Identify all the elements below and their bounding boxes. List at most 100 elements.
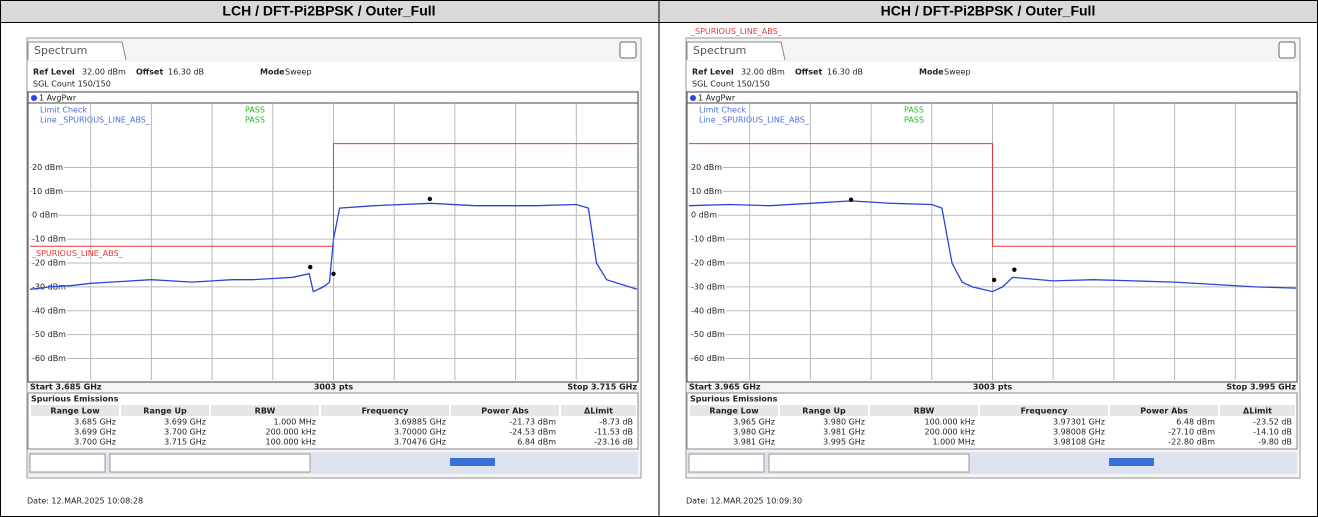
cell: 3.715 GHz <box>164 438 206 447</box>
trace <box>688 200 1297 293</box>
cell: -22.80 dBm <box>1168 438 1215 447</box>
y-tick-label: -10 dBm <box>32 235 66 244</box>
ref-level-label: Ref Level <box>33 68 75 77</box>
line-result: PASS <box>904 116 924 125</box>
cell: 3.965 GHz <box>733 418 775 427</box>
progress <box>1109 458 1154 466</box>
offset-label: Offset <box>795 68 822 77</box>
y-tick-label: 10 dBm <box>32 187 63 196</box>
pts: 3003 pts <box>314 383 354 392</box>
cell: -23.16 dB <box>594 438 633 447</box>
trace <box>29 202 638 293</box>
cell: 3.700 GHz <box>164 428 206 437</box>
cell: 3.70000 GHz <box>394 428 446 437</box>
stop: Stop 3.995 GHz <box>1226 383 1296 392</box>
cell: 3.981 GHz <box>733 438 775 447</box>
column-header-bg <box>690 405 778 416</box>
trace-label: 1 AvgPwr <box>39 94 77 103</box>
cell: 1.000 MHz <box>932 438 975 447</box>
cell: -8.73 dB <box>599 418 633 427</box>
column-header: Range Low <box>50 407 100 416</box>
ref-level: 32.00 dBm <box>741 68 785 77</box>
sgl-count: SGL Count 150/150 <box>692 80 770 89</box>
column-header-bg <box>451 405 559 416</box>
line-result: PASS <box>245 116 265 125</box>
cell: 3.98008 GHz <box>1053 428 1105 437</box>
panel-header: HCH / DFT-Pi2BPSK / Outer_Full <box>881 3 1096 19</box>
y-tick-label: -30 dBm <box>691 282 725 291</box>
cell: 3.981 GHz <box>823 428 865 437</box>
column-header: Power Abs <box>481 407 529 416</box>
date: Date: 12.MAR.2025 10:08:28 <box>27 497 143 506</box>
cell: 200.000 kHz <box>266 428 316 437</box>
cell: -24.53 dBm <box>509 428 556 437</box>
cell: -11.53 dB <box>594 428 633 437</box>
panel-header: LCH / DFT-Pi2BPSK / Outer_Full <box>222 3 435 19</box>
cell: -14.10 dB <box>1253 428 1292 437</box>
column-header: Frequency <box>1021 407 1069 416</box>
menu-icon[interactable] <box>619 41 637 59</box>
ref-level: 32.00 dBm <box>82 68 126 77</box>
cell: -27.10 dBm <box>1168 428 1215 437</box>
menu-icon[interactable] <box>1278 41 1296 59</box>
y-tick-label: 0 dBm <box>691 211 717 220</box>
y-tick-label: 20 dBm <box>32 163 63 172</box>
line-label: Line _SPURIOUS_LINE_ABS_ <box>699 116 810 125</box>
cell: 6.84 dBm <box>517 438 556 447</box>
start: Start 3.685 GHz <box>30 383 102 392</box>
column-header-bg <box>1110 405 1218 416</box>
cell: 100.000 kHz <box>266 438 316 447</box>
sgl-count: SGL Count 150/150 <box>33 80 111 89</box>
mode-label: Mode <box>260 68 285 77</box>
column-header: Range Up <box>143 407 187 416</box>
y-tick-label: -20 dBm <box>32 258 66 267</box>
column-header: RBW <box>914 407 935 416</box>
limit-name: _SPURIOUS_LINE_ABS_ <box>690 27 783 36</box>
cell: 200.000 kHz <box>925 428 975 437</box>
cell: -21.73 dBm <box>509 418 556 427</box>
column-header-bg <box>780 405 868 416</box>
cell: 3.98108 GHz <box>1053 438 1105 447</box>
status-box <box>768 453 970 473</box>
trace-dot <box>31 95 37 101</box>
cell: 6.48 dBm <box>1176 418 1215 427</box>
y-tick-label: -40 dBm <box>691 306 725 315</box>
column-header: ΔLimit <box>584 407 613 416</box>
limit-check: Limit Check <box>699 106 746 115</box>
column-header: RBW <box>255 407 276 416</box>
limit-check: Limit Check <box>40 106 87 115</box>
mode: Sweep <box>285 68 312 77</box>
y-tick-label: -10 dBm <box>691 235 725 244</box>
column-header-bg <box>121 405 209 416</box>
column-header: ΔLimit <box>1243 407 1272 416</box>
cell: 3.699 GHz <box>74 428 116 437</box>
column-header-bg <box>321 405 449 416</box>
limit-check-result: PASS <box>245 106 265 115</box>
status-box <box>688 453 765 473</box>
date: Date: 12.MAR.2025 10:09:30 <box>686 497 802 506</box>
info-area <box>687 62 1299 90</box>
status-box <box>109 453 311 473</box>
cell: 1.000 MHz <box>273 418 316 427</box>
cell: 3.700 GHz <box>74 438 116 447</box>
column-header: Frequency <box>362 407 410 416</box>
column-header-bg <box>31 405 119 416</box>
marker <box>308 264 313 270</box>
marker <box>991 277 997 283</box>
mode: Sweep <box>944 68 971 77</box>
column-header-bg <box>870 405 978 416</box>
tab <box>27 41 127 61</box>
offset: 16.30 dB <box>168 68 204 77</box>
limit-line <box>689 143 1296 247</box>
column-header-bg <box>980 405 1108 416</box>
table-title: Spurious Emissions <box>690 395 778 404</box>
cell: 3.699 GHz <box>164 418 206 427</box>
marker <box>848 197 854 202</box>
pts: 3003 pts <box>973 383 1013 392</box>
column-header-bg <box>561 405 636 416</box>
progress <box>450 458 495 466</box>
cell: 3.69885 GHz <box>394 418 446 427</box>
cell: 3.980 GHz <box>823 418 865 427</box>
limit-line <box>30 143 637 247</box>
